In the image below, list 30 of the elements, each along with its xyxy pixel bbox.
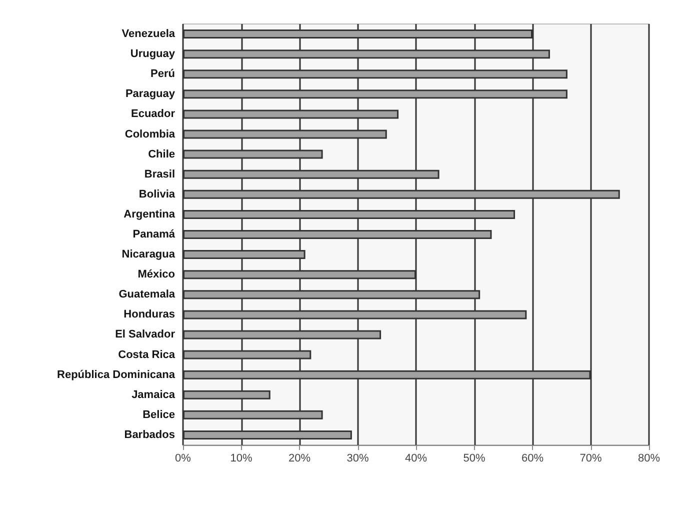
- x-tick-label: 10%: [230, 452, 252, 464]
- y-tick-label: Bolivia: [138, 188, 176, 200]
- x-tick-label: 50%: [463, 452, 486, 464]
- y-tick-label: Ecuador: [130, 108, 176, 120]
- x-tick-label: 20%: [288, 452, 311, 464]
- y-tick-label: Colombia: [124, 128, 176, 140]
- y-tick-label: Belice: [142, 408, 175, 421]
- y-tick-label: El Salvador: [115, 328, 176, 341]
- y-tick-label: Chile: [148, 148, 175, 160]
- y-tick-label: Jamaica: [132, 388, 176, 401]
- y-tick-label: Costa Rica: [118, 348, 176, 361]
- x-tick-label: 60%: [521, 452, 544, 464]
- x-tick-label: 30%: [346, 452, 369, 464]
- y-tick-label: Perú: [150, 68, 175, 80]
- y-tick-label: Guatemala: [118, 288, 176, 301]
- y-tick-label: Argentina: [124, 208, 176, 220]
- x-tick-label: 40%: [404, 452, 428, 464]
- y-tick-label: Nicaragua: [122, 248, 176, 261]
- y-tick-label: Brasil: [144, 168, 175, 180]
- y-tick-label: República Dominicana: [57, 368, 176, 381]
- y-tick-label: Panamá: [132, 228, 176, 240]
- y-tick-label: Paraguay: [125, 88, 176, 100]
- y-tick-label: Venezuela: [122, 28, 176, 40]
- y-tick-label: México: [138, 268, 176, 281]
- x-tick-label: 0%: [175, 452, 192, 464]
- x-tick-label: 70%: [580, 452, 602, 464]
- x-tick-label: 80%: [638, 452, 660, 464]
- y-tick-label: Barbados: [124, 428, 175, 441]
- y-tick-label: Uruguay: [130, 48, 176, 60]
- y-tick-label: Honduras: [124, 308, 175, 321]
